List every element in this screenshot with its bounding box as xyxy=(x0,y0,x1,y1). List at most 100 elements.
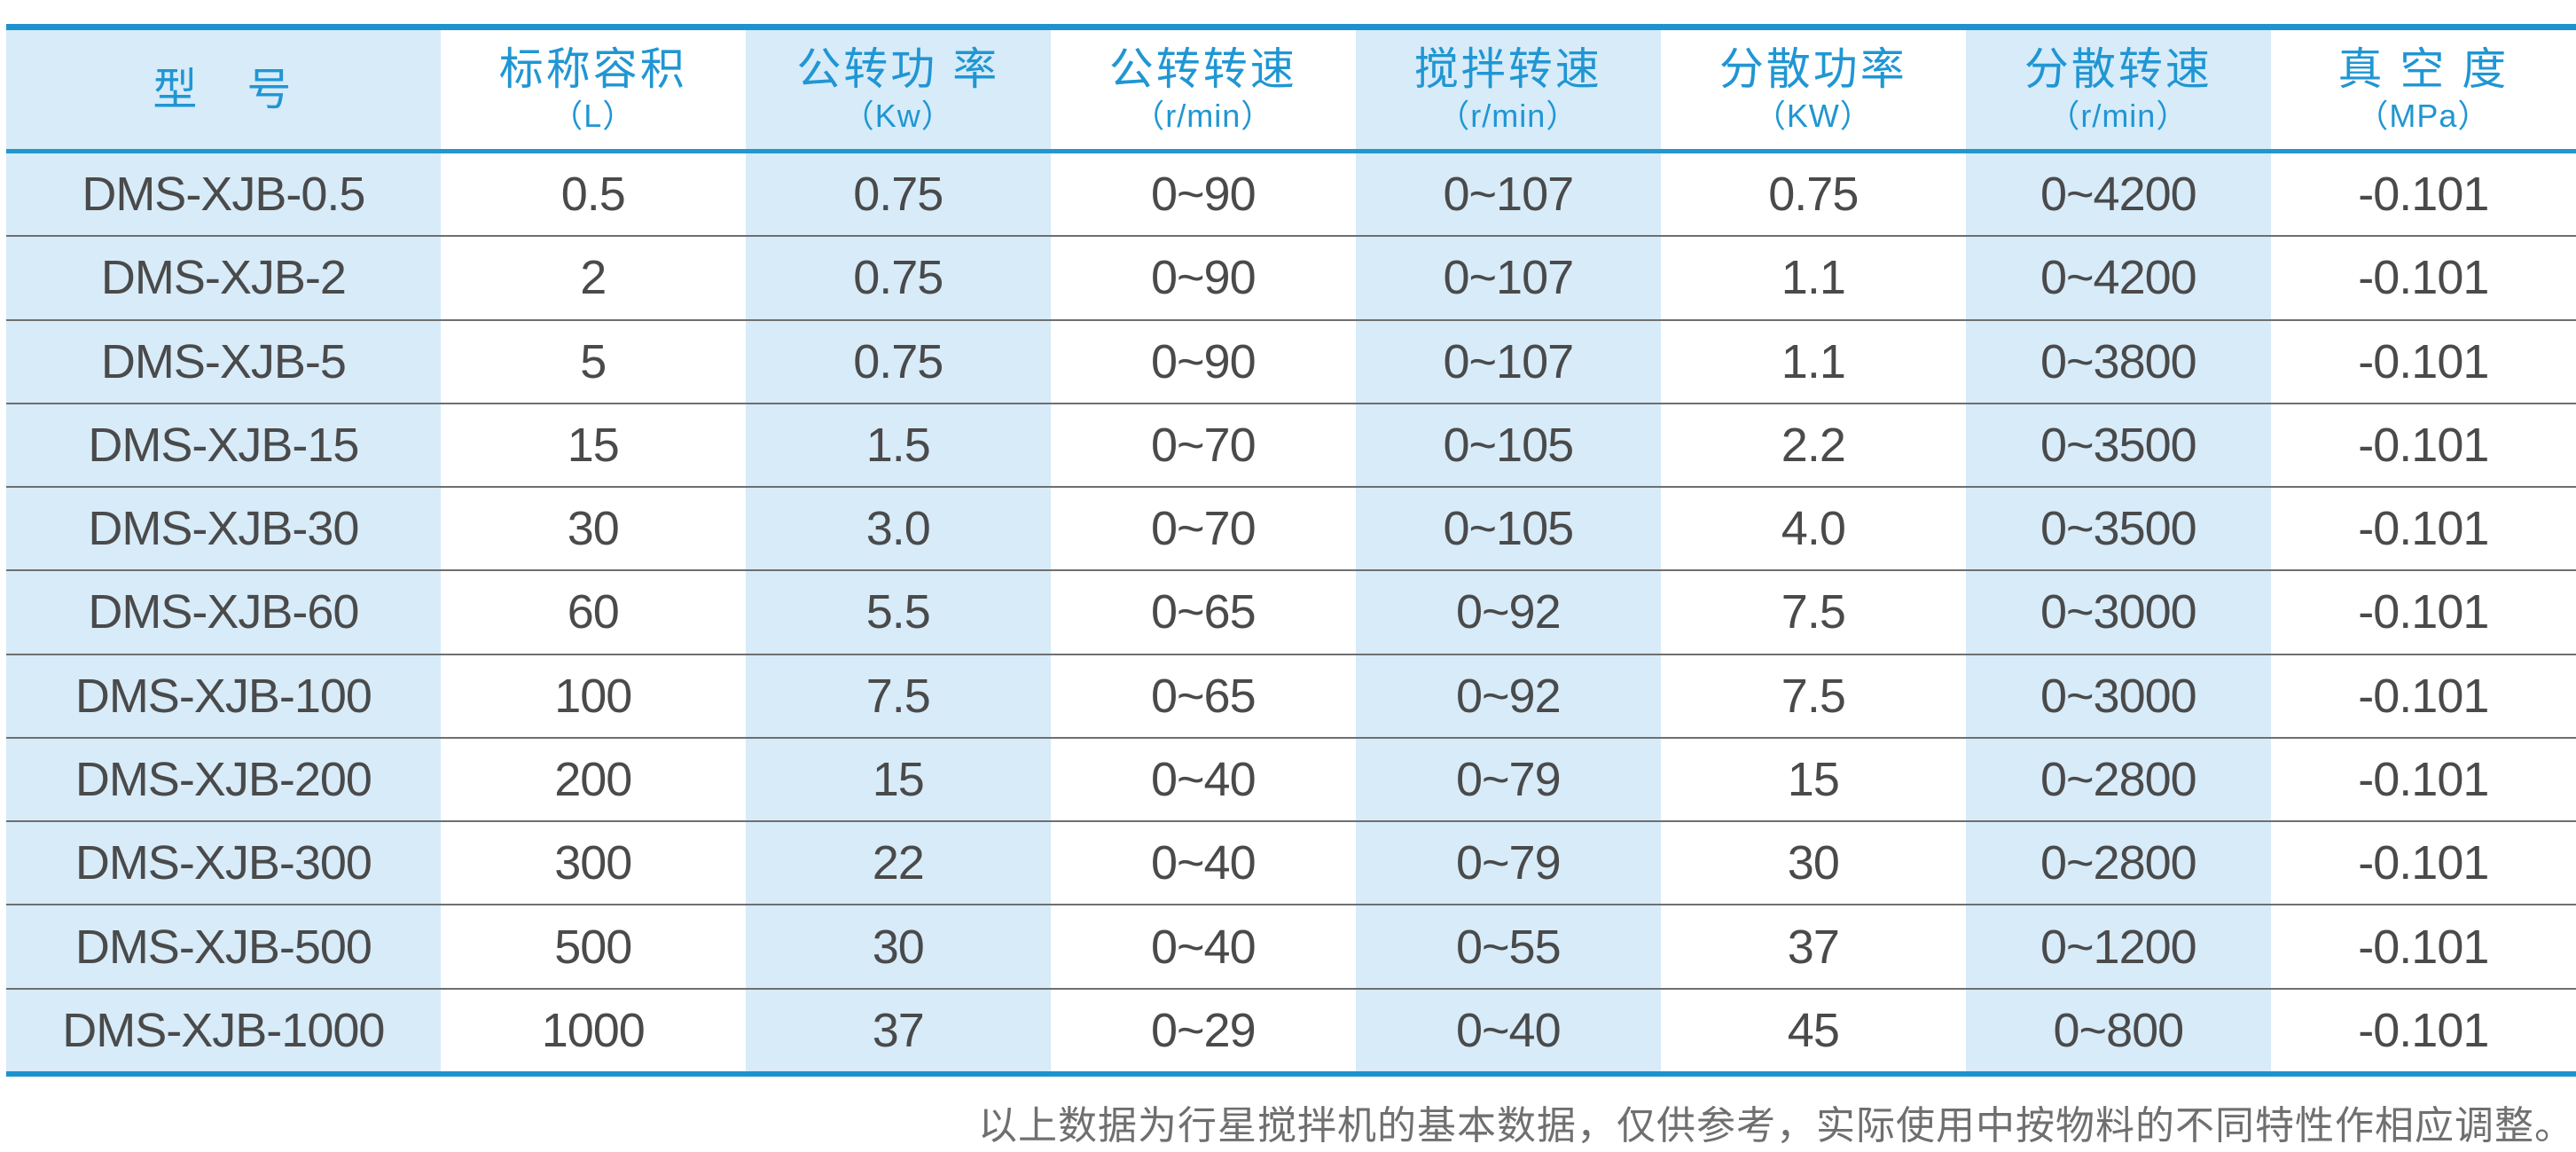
value-cell: 0~40 xyxy=(1150,920,1257,974)
column-title: 标称容积 xyxy=(498,44,687,94)
value-cell: 1000 xyxy=(541,1003,646,1057)
value-cell: -0.101 xyxy=(2358,585,2489,639)
table-body: DMS-XJB-0.5 0.5 0.75 0~90 0~107 0.75 0~4200 -0.… xyxy=(6,153,2576,1071)
value-cell: 0~800 xyxy=(1965,989,2271,1071)
column-title: 搅拌转速 xyxy=(1413,44,1602,94)
table-row: DMS-XJB-30 30 3.0 0~70 0~105 4.0 0~3500 -0.101 xyxy=(6,486,2576,570)
value-cell: 0~107 xyxy=(1355,237,1661,319)
table-row: DMS-XJB-200 200 15 0~40 0~79 15 0~2800 -0.101 xyxy=(6,736,2576,821)
value-cell: 0~29 xyxy=(1150,1003,1257,1057)
value-cell: 30 xyxy=(745,905,1051,988)
value-cell: 0.75 xyxy=(745,320,1051,403)
column-title: 公转转速 xyxy=(1108,44,1297,94)
column-header: 公转功 率 （Kw） xyxy=(745,30,1051,149)
model-cell: DMS-XJB-5 xyxy=(6,320,441,403)
table-bottom-border xyxy=(6,1071,2576,1077)
column-header: 真 空 度 （MPa） xyxy=(2271,30,2576,149)
value-cell: 0~70 xyxy=(1150,502,1257,556)
value-cell: 0~1200 xyxy=(1965,905,2271,988)
model-cell: DMS-XJB-200 xyxy=(6,738,441,821)
value-cell: 0~107 xyxy=(1355,320,1661,403)
spec-table: 型 号 标称容积 （L） 公转功 率 （Kw） 公转转速 （r/min） 搅拌转速 （r/min… xyxy=(6,24,2576,1077)
column-title: 分散转速 xyxy=(2024,44,2212,94)
column-unit: （r/min） xyxy=(2047,98,2189,134)
footnote: 以上数据为行星搅拌机的基本数据，仅供参考，实际使用中按物料的不同特性作相应调整。 xyxy=(978,1104,2574,1148)
value-cell: 0.75 xyxy=(1768,168,1859,222)
column-unit: （L） xyxy=(551,98,636,134)
value-cell: -0.101 xyxy=(2358,752,2489,806)
value-cell: 0~3000 xyxy=(1965,571,2271,654)
value-cell: 0~65 xyxy=(1150,585,1257,639)
value-cell: 0~105 xyxy=(1355,404,1661,487)
value-cell: 0~2800 xyxy=(1965,738,2271,821)
value-cell: -0.101 xyxy=(2358,836,2489,890)
value-cell: 30 xyxy=(1787,836,1840,890)
table-row: DMS-XJB-300 300 22 0~40 0~79 30 0~2800 -0.101 xyxy=(6,820,2576,905)
value-cell: 7.5 xyxy=(1781,669,1846,723)
value-cell: 0~3500 xyxy=(1965,404,2271,487)
table-row: DMS-XJB-60 60 5.5 0~65 0~92 7.5 0~3000 -0.101 xyxy=(6,569,2576,654)
value-cell: 60 xyxy=(567,585,620,639)
value-cell: 0~4200 xyxy=(1965,237,2271,319)
value-cell: 1.1 xyxy=(1781,334,1846,388)
value-cell: 37 xyxy=(745,989,1051,1071)
value-cell: 15 xyxy=(1787,752,1840,806)
value-cell: 0~65 xyxy=(1150,669,1257,723)
value-cell: 4.0 xyxy=(1781,502,1846,556)
value-cell: -0.101 xyxy=(2358,920,2489,974)
column-header: 分散转速 （r/min） xyxy=(1965,30,2271,149)
table-row: DMS-XJB-2 2 0.75 0~90 0~107 1.1 0~4200 -0.101 xyxy=(6,235,2576,319)
value-cell: -0.101 xyxy=(2358,669,2489,723)
value-cell: -0.101 xyxy=(2358,334,2489,388)
value-cell: 100 xyxy=(554,669,632,723)
model-cell: DMS-XJB-500 xyxy=(6,905,441,988)
value-cell: 0~90 xyxy=(1150,334,1257,388)
value-cell: 0~40 xyxy=(1150,836,1257,890)
value-cell: 2.2 xyxy=(1781,418,1846,472)
column-title: 型 号 xyxy=(153,65,294,114)
header-separator xyxy=(6,149,2576,153)
column-title: 分散功率 xyxy=(1719,44,1907,94)
value-cell: 22 xyxy=(745,822,1051,905)
model-cell: DMS-XJB-2 xyxy=(6,237,441,319)
column-header: 搅拌转速 （r/min） xyxy=(1355,30,1661,149)
value-cell: -0.101 xyxy=(2358,168,2489,222)
value-cell: 0~92 xyxy=(1355,571,1661,654)
value-cell: -0.101 xyxy=(2358,1003,2489,1057)
value-cell: -0.101 xyxy=(2358,502,2489,556)
value-cell: 1.5 xyxy=(745,404,1051,487)
column-unit: （KW） xyxy=(1753,98,1873,134)
column-unit: （r/min） xyxy=(1437,98,1579,134)
value-cell: 0~70 xyxy=(1150,418,1257,472)
value-cell: 0~4200 xyxy=(1965,153,2271,236)
value-cell: 0~3800 xyxy=(1965,320,2271,403)
value-cell: 37 xyxy=(1787,920,1840,974)
value-cell: -0.101 xyxy=(2358,418,2489,472)
model-cell: DMS-XJB-100 xyxy=(6,654,441,737)
value-cell: 15 xyxy=(745,738,1051,821)
value-cell: 0~90 xyxy=(1150,168,1257,222)
value-cell: 300 xyxy=(554,836,632,890)
value-cell: 30 xyxy=(567,502,620,556)
value-cell: 200 xyxy=(554,752,632,806)
column-title: 公转功 率 xyxy=(796,44,1000,94)
value-cell: 0~107 xyxy=(1355,153,1661,236)
model-cell: DMS-XJB-30 xyxy=(6,488,441,570)
column-header: 标称容积 （L） xyxy=(441,30,746,149)
value-cell: 15 xyxy=(567,418,620,472)
value-cell: 0~92 xyxy=(1355,654,1661,737)
value-cell: 5 xyxy=(580,334,607,388)
value-cell: 0~55 xyxy=(1355,905,1661,988)
value-cell: 5.5 xyxy=(745,571,1051,654)
column-header: 公转转速 （r/min） xyxy=(1051,30,1356,149)
model-cell: DMS-XJB-300 xyxy=(6,822,441,905)
value-cell: 0~3500 xyxy=(1965,488,2271,570)
value-cell: 0~79 xyxy=(1355,822,1661,905)
value-cell: 0~105 xyxy=(1355,488,1661,570)
column-unit: （Kw） xyxy=(842,98,954,134)
value-cell: 0.75 xyxy=(745,153,1051,236)
value-cell: 0~2800 xyxy=(1965,822,2271,905)
value-cell: 7.5 xyxy=(1781,585,1846,639)
model-cell: DMS-XJB-60 xyxy=(6,571,441,654)
column-header: 分散功率 （KW） xyxy=(1661,30,1966,149)
